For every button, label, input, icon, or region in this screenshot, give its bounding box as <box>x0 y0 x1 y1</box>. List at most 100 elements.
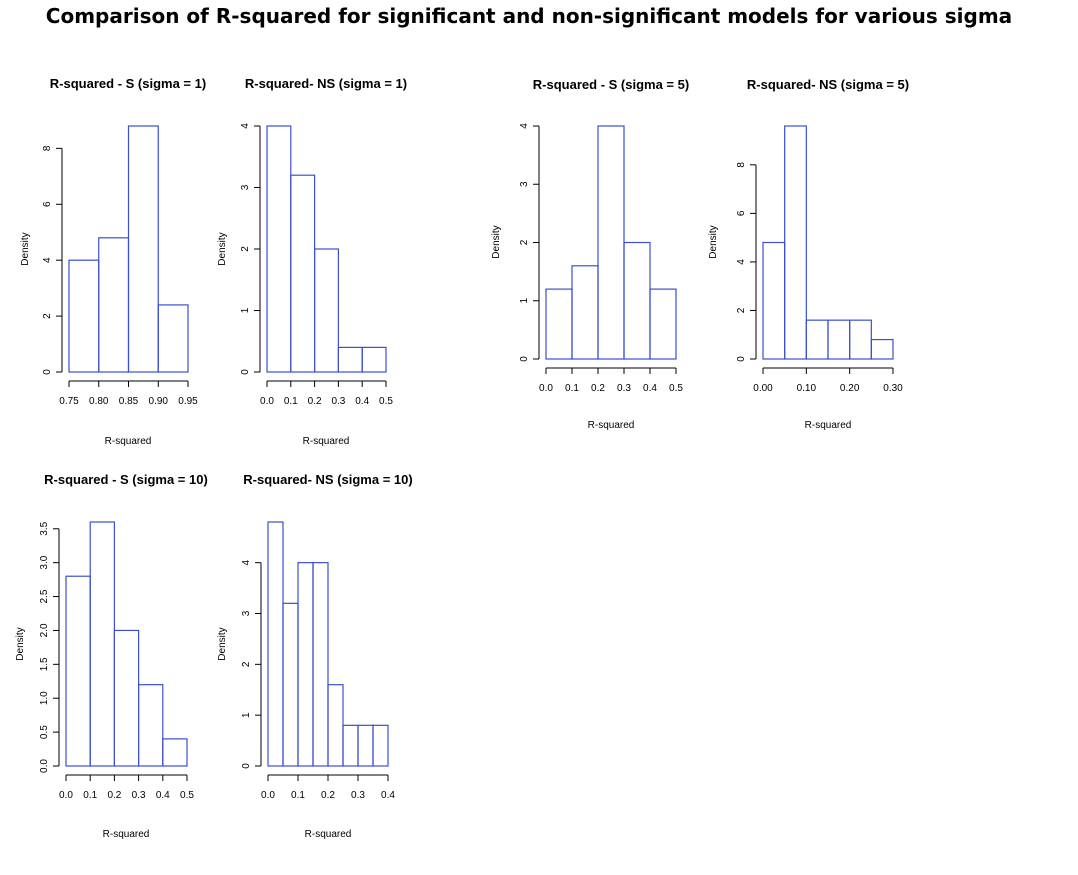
x-tick-label: 0.85 <box>119 396 139 407</box>
histogram-bar <box>65 575 91 767</box>
y-tick-label: 2 <box>736 307 747 313</box>
y-axis-label: Density <box>217 232 228 265</box>
panel-title: R-squared - S (sigma = 10) <box>44 472 208 487</box>
y-tick-label: 3 <box>240 184 251 190</box>
y-tick-label: 4 <box>736 259 747 265</box>
x-tick-label: 0.1 <box>565 383 579 394</box>
histogram-bar <box>282 602 299 767</box>
y-tick-label: 2.0 <box>39 623 50 637</box>
x-tick-label: 0.2 <box>591 383 605 394</box>
y-tick-label: 6 <box>42 201 53 207</box>
x-tick-label: 0.4 <box>643 383 657 394</box>
histogram-bar <box>805 319 829 360</box>
x-axis-label: R-squared <box>303 436 350 447</box>
x-tick-label: 0.30 <box>883 383 903 394</box>
y-tick-label: 0 <box>736 356 747 362</box>
histogram-bar <box>597 125 625 360</box>
x-tick-label: 0.3 <box>331 396 345 407</box>
x-tick-label: 0.1 <box>284 396 298 407</box>
y-tick-label: 0 <box>241 763 252 769</box>
y-tick-label: 4 <box>42 257 53 263</box>
y-tick-label: 6 <box>736 210 747 216</box>
x-tick-label: 0.3 <box>351 790 365 801</box>
x-tick-label: 0.75 <box>59 396 79 407</box>
histogram-bar <box>266 125 292 373</box>
x-tick-label: 0.0 <box>59 790 73 801</box>
histogram-bar <box>849 319 872 360</box>
y-tick-label: 1 <box>240 307 251 313</box>
histogram-bar <box>314 248 340 373</box>
x-tick-label: 0.0 <box>539 383 553 394</box>
histogram-bar <box>267 521 284 767</box>
y-axis-label: Density <box>708 225 719 258</box>
y-tick-label: 0 <box>519 356 530 362</box>
x-axis-label: R-squared <box>588 420 635 431</box>
y-tick-label: 8 <box>42 145 53 151</box>
y-tick-label: 4 <box>519 123 530 129</box>
x-tick-label: 0.2 <box>321 790 335 801</box>
y-tick-label: 3 <box>519 181 530 187</box>
y-tick-label: 2.5 <box>39 589 50 603</box>
histogram-bar <box>870 338 894 360</box>
histogram-bar <box>290 174 316 373</box>
y-axis-label: Density <box>491 225 502 258</box>
x-tick-label: 0.90 <box>149 396 169 407</box>
x-tick-label: 0.4 <box>381 790 395 801</box>
x-tick-label: 0.1 <box>83 790 97 801</box>
histogram-bar <box>297 562 314 767</box>
y-tick-label: 4 <box>241 559 252 565</box>
x-tick-label: 0.5 <box>669 383 683 394</box>
histogram-bar <box>357 724 374 767</box>
x-axis-label: R-squared <box>305 829 352 840</box>
x-axis-label: R-squared <box>805 420 852 431</box>
y-tick-label: 1.0 <box>39 691 50 705</box>
y-tick-label: 1 <box>519 298 530 304</box>
x-tick-label: 0.0 <box>261 790 275 801</box>
histogram-bar <box>98 237 130 373</box>
histogram-bar <box>623 241 651 360</box>
histogram-bar <box>327 684 344 767</box>
histogram-bar <box>545 288 573 360</box>
y-tick-label: 2 <box>519 239 530 245</box>
histogram-bar <box>68 259 100 373</box>
histogram-bar <box>342 724 359 767</box>
x-tick-label: 0.4 <box>156 790 170 801</box>
histogram-bar <box>827 319 851 360</box>
y-tick-label: 0.0 <box>39 759 50 773</box>
x-tick-label: 0.5 <box>379 396 393 407</box>
panel-title: R-squared - S (sigma = 5) <box>533 77 689 92</box>
y-tick-label: 3.0 <box>39 555 50 569</box>
x-tick-label: 0.3 <box>617 383 631 394</box>
panel-title: R-squared - S (sigma = 1) <box>50 76 206 91</box>
x-tick-label: 0.5 <box>180 790 194 801</box>
y-tick-label: 3.5 <box>39 521 50 535</box>
histogram-bar <box>312 562 329 767</box>
histogram-bar <box>138 684 164 767</box>
x-tick-label: 0.3 <box>132 790 146 801</box>
x-tick-label: 0.80 <box>89 396 109 407</box>
histogram-bar <box>361 346 387 373</box>
panel-title: R-squared- NS (sigma = 10) <box>243 472 412 487</box>
y-tick-label: 2 <box>241 661 252 667</box>
x-axis-label: R-squared <box>105 436 152 447</box>
x-tick-label: 0.95 <box>178 396 198 407</box>
y-tick-label: 0.5 <box>39 725 50 739</box>
x-tick-label: 0.2 <box>308 396 322 407</box>
histogram-bar <box>89 521 115 767</box>
x-tick-label: 0.0 <box>260 396 274 407</box>
x-tick-label: 0.00 <box>753 383 773 394</box>
y-axis-label: Density <box>20 232 31 265</box>
x-axis-label: R-squared <box>103 829 150 840</box>
figure-title: Comparison of R-squared for significant … <box>45 4 1013 28</box>
x-tick-label: 0.20 <box>840 383 860 394</box>
x-tick-label: 0.4 <box>355 396 369 407</box>
x-tick-label: 0.10 <box>797 383 817 394</box>
y-tick-label: 1 <box>241 712 252 718</box>
histogram-bar <box>337 346 363 373</box>
y-axis-label: Density <box>217 627 228 660</box>
y-tick-label: 8 <box>736 162 747 168</box>
x-tick-label: 0.2 <box>107 790 121 801</box>
histogram-bar <box>157 304 189 373</box>
y-axis-label: Density <box>15 627 26 660</box>
histogram-bar <box>649 288 677 360</box>
